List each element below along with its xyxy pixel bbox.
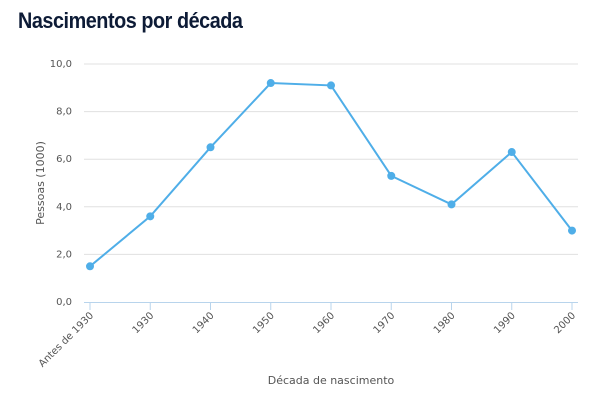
data-point [447, 200, 456, 209]
x-tick-label: 1970 [372, 310, 398, 336]
data-point [146, 212, 155, 221]
y-tick-label: 0,0 [56, 297, 72, 308]
y-tick-label: 10,0 [50, 59, 72, 70]
data-point [206, 143, 215, 152]
x-tick-label: Antes de 1930 [37, 310, 96, 369]
x-tick-label: 2000 [552, 310, 578, 336]
y-tick-label: 4,0 [56, 202, 72, 213]
y-axis-label: Pessoas (1000) [34, 141, 47, 225]
series-line [89, 82, 573, 268]
x-tick-label: 1950 [251, 310, 277, 336]
data-point [86, 262, 94, 271]
data-point [387, 171, 396, 180]
x-tick-label: 1980 [432, 310, 458, 336]
y-tick-label: 6,0 [56, 154, 72, 165]
data-point [327, 81, 335, 90]
x-tick-label: 1930 [131, 310, 157, 336]
x-tick-label: 1960 [311, 310, 337, 336]
x-axis-label: Década de nascimento [268, 374, 395, 387]
x-tick-label: 1990 [492, 310, 518, 336]
data-point [568, 226, 576, 235]
y-tick-label: 8,0 [56, 107, 72, 118]
data-point [266, 79, 275, 88]
y-tick-label: 2,0 [56, 249, 72, 260]
x-tick-label: 1940 [191, 310, 217, 336]
data-point [507, 148, 516, 157]
chart-title: Nascimentos por década [18, 8, 243, 33]
